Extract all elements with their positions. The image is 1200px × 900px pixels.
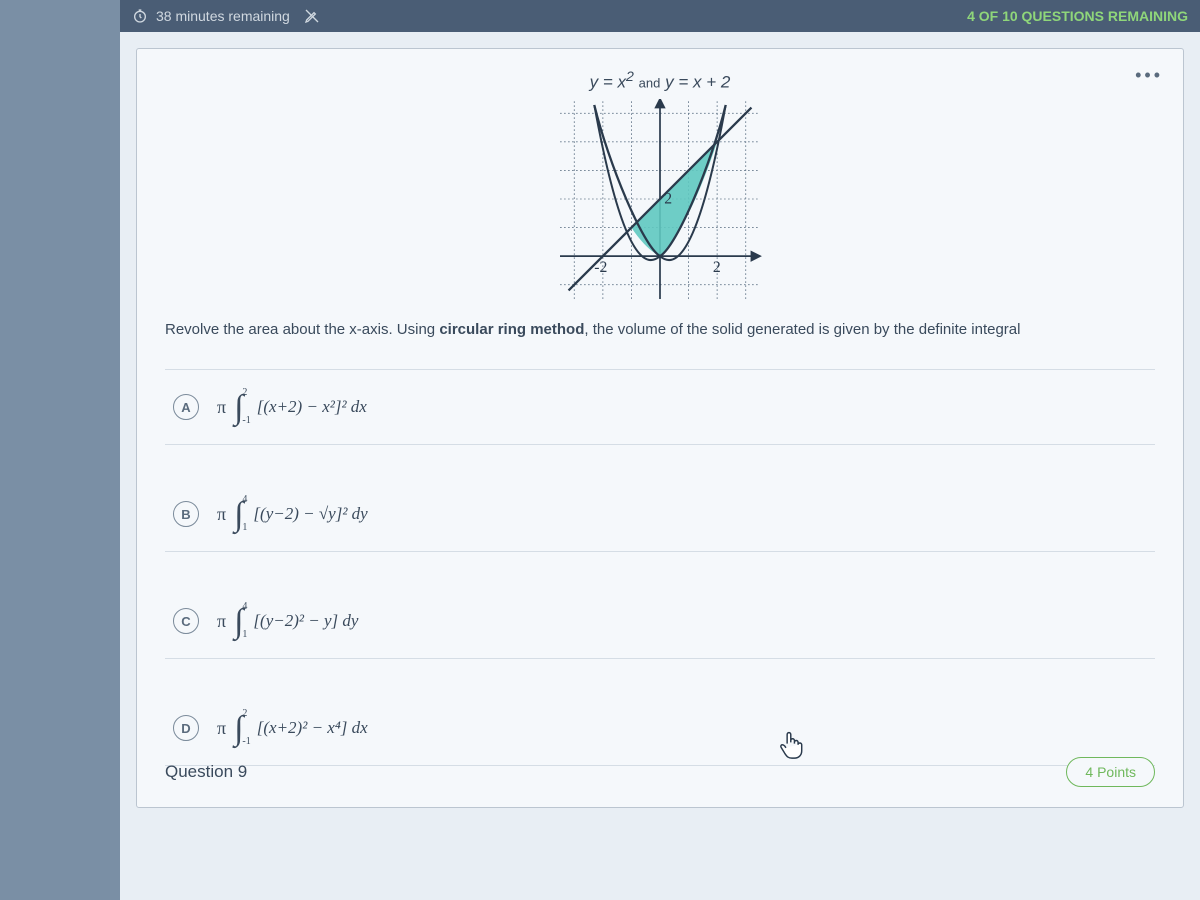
clock-icon: [132, 8, 148, 24]
option-letter: C: [173, 608, 199, 634]
option-a[interactable]: A π ∫ 2-1 [(x+2) − x²]² dx: [165, 370, 1155, 445]
option-letter: B: [173, 501, 199, 527]
more-options-icon[interactable]: •••: [1135, 65, 1163, 86]
svg-text:2: 2: [664, 190, 672, 207]
option-letter: D: [173, 715, 199, 741]
options-list: A π ∫ 2-1 [(x+2) − x²]² dx B π ∫ 41 [(y−…: [165, 369, 1155, 766]
question-prompt: Revolve the area about the x-axis. Using…: [165, 319, 1155, 342]
option-formula: π ∫ 2-1 [(x+2)² − x⁴] dx: [217, 709, 368, 747]
quiz-header: 38 minutes remaining 4 OF 10 QUESTIONS R…: [120, 0, 1200, 32]
svg-text:-2: -2: [594, 259, 607, 276]
option-formula: π ∫ 41 [(y−2) − √y]² dy: [217, 495, 368, 533]
question-number-label: Question 9: [165, 762, 247, 782]
questions-remaining: 4 OF 10 QUESTIONS REMAINING: [967, 8, 1188, 24]
timer-section: 38 minutes remaining: [132, 8, 320, 24]
svg-text:2: 2: [713, 259, 721, 276]
option-letter: A: [173, 394, 199, 420]
question-card: ••• y = x2 and y = x + 2: [136, 48, 1184, 808]
option-formula: π ∫ 41 [(y−2)² − y] dy: [217, 602, 358, 640]
pencil-strike-icon[interactable]: [304, 8, 320, 24]
option-c[interactable]: C π ∫ 41 [(y−2)² − y] dy: [165, 584, 1155, 659]
option-formula: π ∫ 2-1 [(x+2) − x²]² dx: [217, 388, 367, 426]
equation-label: y = x2 and y = x + 2: [590, 69, 731, 93]
option-b[interactable]: B π ∫ 41 [(y−2) − √y]² dy: [165, 477, 1155, 552]
graph-section: y = x2 and y = x + 2: [165, 69, 1155, 299]
question-footer: Question 9 4 Points: [165, 757, 1155, 787]
graph-plot: -2 2 2: [545, 99, 775, 299]
option-d[interactable]: D π ∫ 2-1 [(x+2)² − x⁴] dx: [165, 691, 1155, 766]
timer-text: 38 minutes remaining: [156, 8, 290, 24]
content-area: ••• y = x2 and y = x + 2: [120, 32, 1200, 900]
points-badge: 4 Points: [1066, 757, 1155, 787]
